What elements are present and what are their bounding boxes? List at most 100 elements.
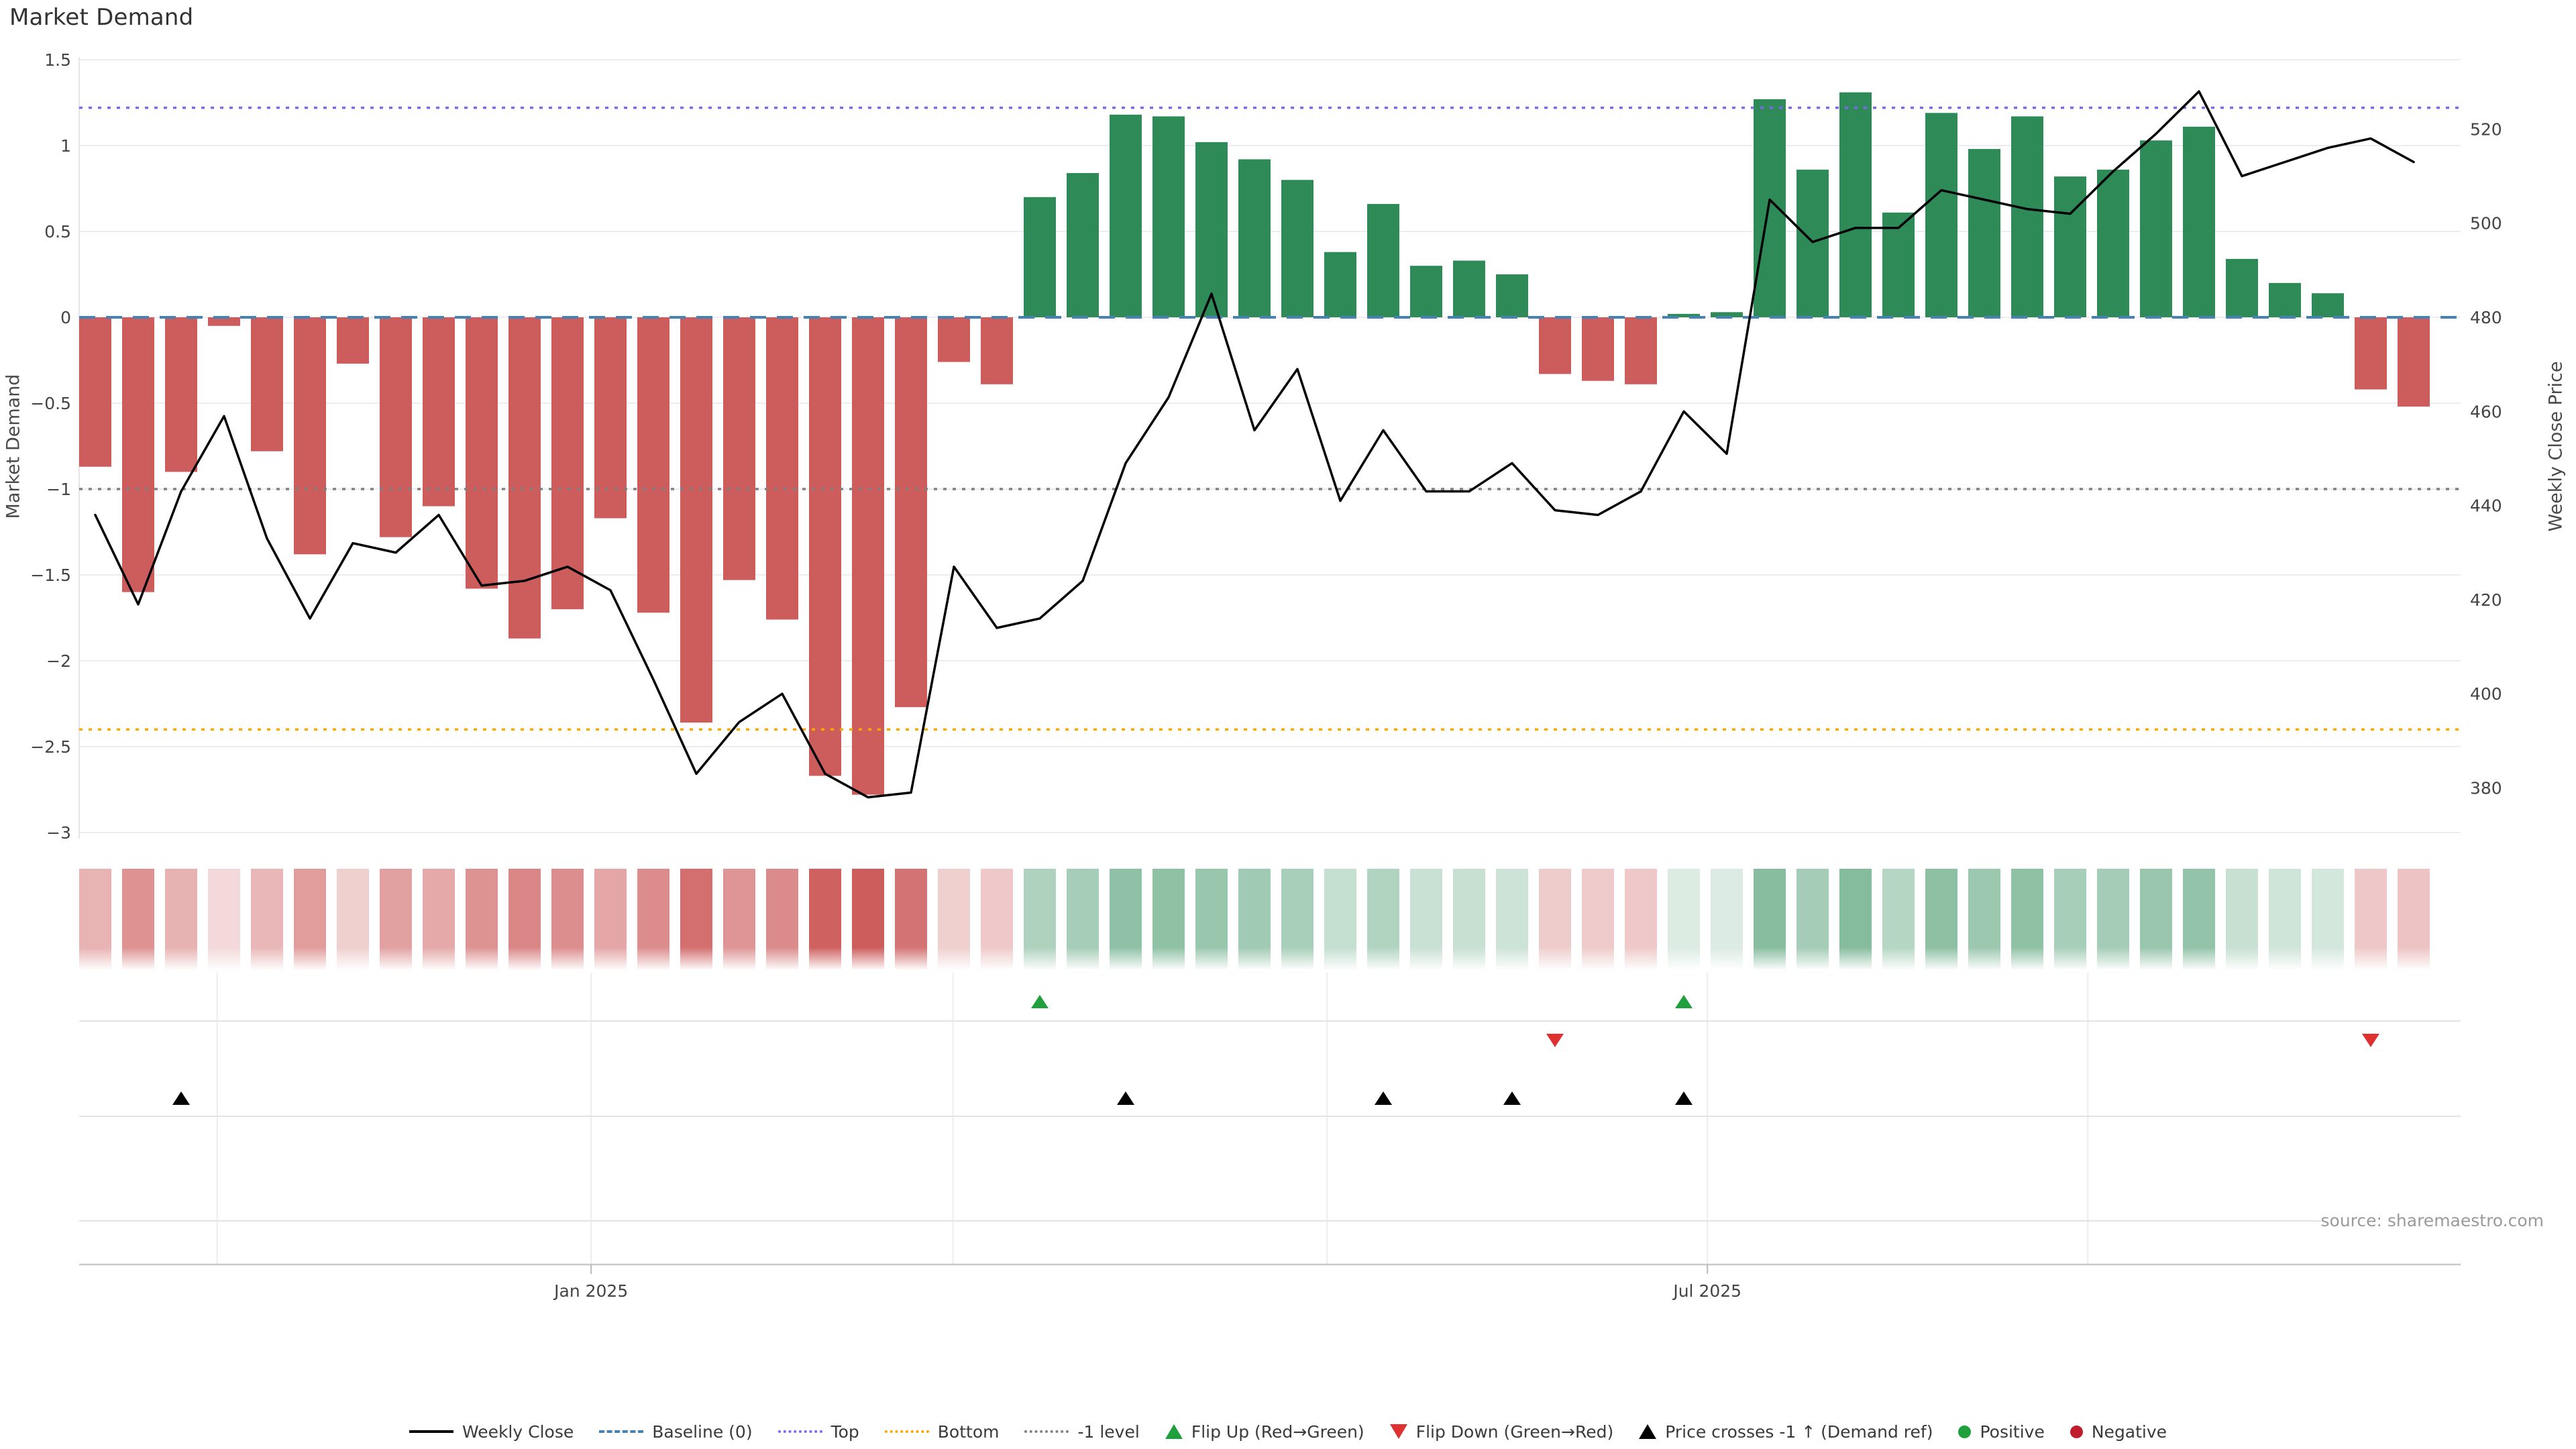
legend-label: Positive [1980,1421,2045,1442]
legend-label: Top [830,1421,859,1442]
price-cross-marker [1503,1091,1521,1105]
demand-bar [2140,140,2172,317]
reference-lines [79,106,2461,731]
legend-item: Flip Down (Green→Red) [1389,1422,1613,1442]
demand-bar [551,317,584,610]
legend-item: Bottom [884,1421,1000,1442]
demand-bar [1625,317,1657,384]
legend-item: Baseline (0) [599,1422,753,1442]
demand-bar [122,317,154,592]
left-tick-label: −0.5 [30,394,71,413]
demand-bar [680,317,712,723]
axis-tick-labels: Jan 2025 Jul 2025 source: sharemaestro.com… [30,50,2544,1301]
demand-bar [165,317,197,472]
demand-bar [723,317,755,580]
right-tick-label: 500 [2470,214,2502,233]
left-axis-label: Market Demand [3,374,24,519]
right-tick-label: 400 [2470,684,2502,704]
flip-down-marker [2362,1034,2379,1047]
demand-bar [1968,149,2000,317]
x-tick-label: Jul 2025 [1672,1281,1741,1301]
demand-bar [895,317,927,708]
legend-triangle-up-icon [1639,1424,1657,1439]
right-tick-label: 460 [2470,402,2502,421]
price-cross-marker [1675,1091,1693,1105]
legend: Weekly Close Baseline (0) Top Bottom -1 leve… [0,1414,2576,1449]
demand-bar [594,317,627,519]
demand-bar [2312,293,2344,317]
demand-bar [2269,282,2301,317]
demand-bar [2011,116,2043,318]
left-tick-label: 0.5 [44,222,71,241]
flip-up-marker [1031,995,1049,1008]
left-tick-label: −2 [46,651,71,671]
legend-circle-icon [1958,1425,1972,1438]
right-tick-label: 520 [2470,119,2502,139]
demand-bar [1324,252,1356,317]
flip-up-marker [1675,995,1693,1008]
demand-bar [79,317,111,467]
demand-bar [1496,274,1528,317]
right-tick-label: 440 [2470,496,2502,516]
demand-bar [2097,169,2129,317]
demand-bar [1067,172,1099,317]
right-tick-label: 420 [2470,590,2502,610]
price-cross-marker [1375,1091,1392,1105]
legend-item: Negative [2070,1422,2167,1442]
left-tick-label: −1 [46,480,71,499]
price-cross-marker [1117,1091,1134,1105]
legend-circle-icon [2070,1425,2083,1438]
legend-label: Price crosses -1 ↑ (Demand ref) [1665,1421,1933,1442]
legend-item: -1 level [1024,1421,1140,1442]
demand-bar [637,317,669,613]
legend-item: Positive [1958,1421,2045,1442]
heat-strip [79,869,2461,969]
legend-dot-swatch [884,1430,929,1433]
flip-down-marker [1546,1034,1564,1047]
page-title: Market Demand [9,4,194,31]
legend-dot-swatch [1024,1430,1069,1433]
legend-label: Flip Up (Red→Green) [1191,1421,1364,1442]
demand-bar [2226,258,2258,317]
demand-bar [508,317,541,639]
right-tick-label: 480 [2470,308,2502,327]
demand-bar [466,317,498,589]
legend-item: Weekly Close [409,1422,574,1442]
demand-bar [809,317,841,776]
legend-line-swatch [409,1430,453,1433]
source-annotation: source: sharemaestro.com [2321,1211,2544,1230]
left-tick-label: 1 [60,136,71,156]
heat-strip-fade [79,869,2461,969]
demand-bar [1238,159,1271,317]
legend-dash-swatch [599,1430,644,1433]
demand-bar [1281,180,1313,317]
legend-label: -1 level [1077,1421,1140,1442]
demand-bar [981,317,1013,384]
price-cross-marker [172,1091,190,1105]
left-tick-label: −1.5 [30,566,71,585]
legend-label: Negative [2091,1421,2167,1442]
demand-bar [1839,92,1872,317]
demand-bar [2355,317,2387,390]
demand-bar [208,317,240,326]
demand-bar [1195,142,1228,317]
demand-bar [2398,317,2430,407]
demand-bar [938,317,970,362]
demand-bar [1367,204,1399,317]
legend-triangle-down-icon [1389,1424,1407,1439]
demand-bar [337,317,369,364]
demand-bar [1668,313,1700,317]
left-tick-label: −2.5 [30,737,71,757]
demand-bar [1754,99,1786,317]
demand-bar [1539,317,1571,374]
demand-bar [294,317,326,555]
demand-bar [1582,317,1614,381]
legend-item: Price crosses -1 ↑ (Demand ref) [1639,1422,1933,1442]
demand-bar [1882,212,1915,317]
left-tick-label: 0 [60,308,71,327]
legend-label: Bottom [937,1421,1000,1442]
demand-bar [423,317,455,506]
demand-bar [251,317,283,451]
